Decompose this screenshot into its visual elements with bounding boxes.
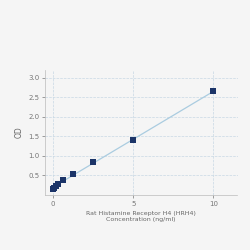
- Point: [212, 90, 216, 94]
- Y-axis label: OD: OD: [15, 126, 24, 138]
- Point: [71, 172, 75, 175]
- Point: [56, 182, 60, 186]
- Point: [51, 187, 55, 191]
- Point: [91, 160, 95, 164]
- X-axis label: Rat Histamine Receptor H4 (HRH4)
Concentration (ng/ml): Rat Histamine Receptor H4 (HRH4) Concent…: [86, 211, 196, 222]
- Point: [61, 178, 65, 182]
- Point: [54, 184, 58, 188]
- Point: [131, 138, 135, 142]
- Point: [52, 186, 56, 190]
